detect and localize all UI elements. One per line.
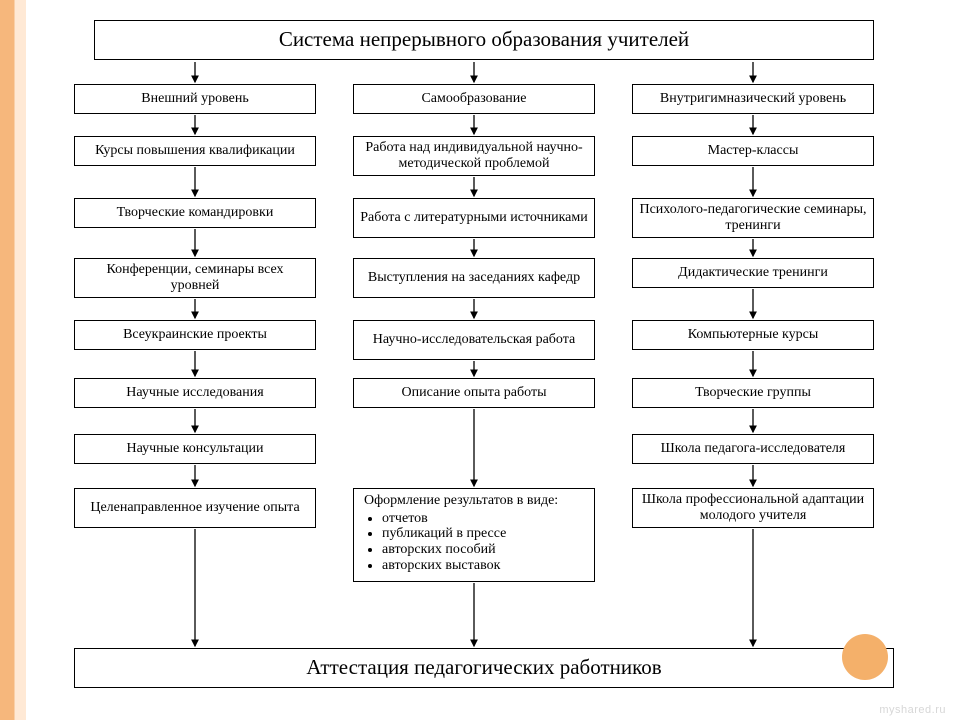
col0-header-text: Внешний уровень: [141, 91, 248, 107]
col2-item3-text: Компьютерные курсы: [688, 327, 819, 343]
col0-item6: Целенаправленное изучение опыта: [74, 488, 316, 528]
col1-list-ul: отчетовпубликаций в прессеавторских посо…: [364, 511, 506, 574]
col1-item0: Работа над индивидуальной научно-методич…: [353, 136, 595, 176]
col1-item1-text: Работа с литературными источниками: [360, 210, 587, 226]
col1-item4: Описание опыта работы: [353, 378, 595, 408]
col2-item5-text: Школа педагога-исследователя: [661, 441, 846, 457]
col2-item6: Школа профессиональной адаптации молодог…: [632, 488, 874, 528]
col1-list-item0: отчетов: [382, 511, 506, 527]
col1-list-box: Оформление результатов в виде: отчетовпуб…: [353, 488, 595, 582]
col1-item3-text: Научно-исследовательская работа: [373, 332, 575, 348]
col0-header: Внешний уровень: [74, 84, 316, 114]
col0-item5: Научные консультации: [74, 434, 316, 464]
col2-item3: Компьютерные курсы: [632, 320, 874, 350]
arrow-layer: [74, 20, 894, 710]
col2-item2: Дидактические тренинги: [632, 258, 874, 288]
col2-item4-text: Творческие группы: [695, 385, 811, 401]
col2-item2-text: Дидактические тренинги: [678, 265, 828, 281]
col0-item0: Курсы повышения квалификации: [74, 136, 316, 166]
col0-item4: Научные исследования: [74, 378, 316, 408]
col0-item5-text: Научные консультации: [126, 441, 263, 457]
col2-item5: Школа педагога-исследователя: [632, 434, 874, 464]
accent-disc: [842, 634, 888, 680]
col2-header-text: Внутригимназический уровень: [660, 91, 846, 107]
col0-item2: Конференции, семинары всех уровней: [74, 258, 316, 298]
title-box: Система непрерывного образования учителе…: [94, 20, 874, 60]
title-text: Система непрерывного образования учителе…: [279, 28, 689, 52]
diagram-root: Система непрерывного образования учителе…: [74, 20, 894, 710]
footer-box: Аттестация педагогических работников: [74, 648, 894, 688]
col1-item3: Научно-исследовательская работа: [353, 320, 595, 360]
col1-item4-text: Описание опыта работы: [402, 385, 547, 401]
accent-stripe: [0, 0, 26, 720]
col0-item6-text: Целенаправленное изучение опыта: [90, 500, 299, 516]
col2-item1: Психолого-педагогические семинары, трени…: [632, 198, 874, 238]
col2-item0-text: Мастер-классы: [708, 143, 799, 159]
col2-item6-text: Школа профессиональной адаптации молодог…: [639, 492, 867, 523]
col1-list-intro: Оформление результатов в виде:: [364, 493, 558, 509]
col1-item2-text: Выступления на заседаниях кафедр: [368, 270, 580, 286]
col1-list-item2: авторских пособий: [382, 542, 506, 558]
col2-item4: Творческие группы: [632, 378, 874, 408]
col1-item2: Выступления на заседаниях кафедр: [353, 258, 595, 298]
col2-item0: Мастер-классы: [632, 136, 874, 166]
col1-header: Самообразование: [353, 84, 595, 114]
col0-item4-text: Научные исследования: [126, 385, 263, 401]
footer-text: Аттестация педагогических работников: [306, 656, 661, 680]
col0-item1-text: Творческие командировки: [117, 205, 274, 221]
col1-item1: Работа с литературными источниками: [353, 198, 595, 238]
col1-header-text: Самообразование: [421, 91, 526, 107]
col0-item2-text: Конференции, семинары всех уровней: [81, 262, 309, 293]
col1-item0-text: Работа над индивидуальной научно-методич…: [360, 140, 588, 171]
col2-item1-text: Психолого-педагогические семинары, трени…: [639, 202, 867, 233]
col0-item3-text: Всеукраинские проекты: [123, 327, 267, 343]
col1-list-item3: авторских выставок: [382, 558, 506, 574]
col0-item3: Всеукраинские проекты: [74, 320, 316, 350]
col1-list-item1: публикаций в прессе: [382, 526, 506, 542]
col2-header: Внутригимназический уровень: [632, 84, 874, 114]
col0-item0-text: Курсы повышения квалификации: [95, 143, 295, 159]
col0-item1: Творческие командировки: [74, 198, 316, 228]
